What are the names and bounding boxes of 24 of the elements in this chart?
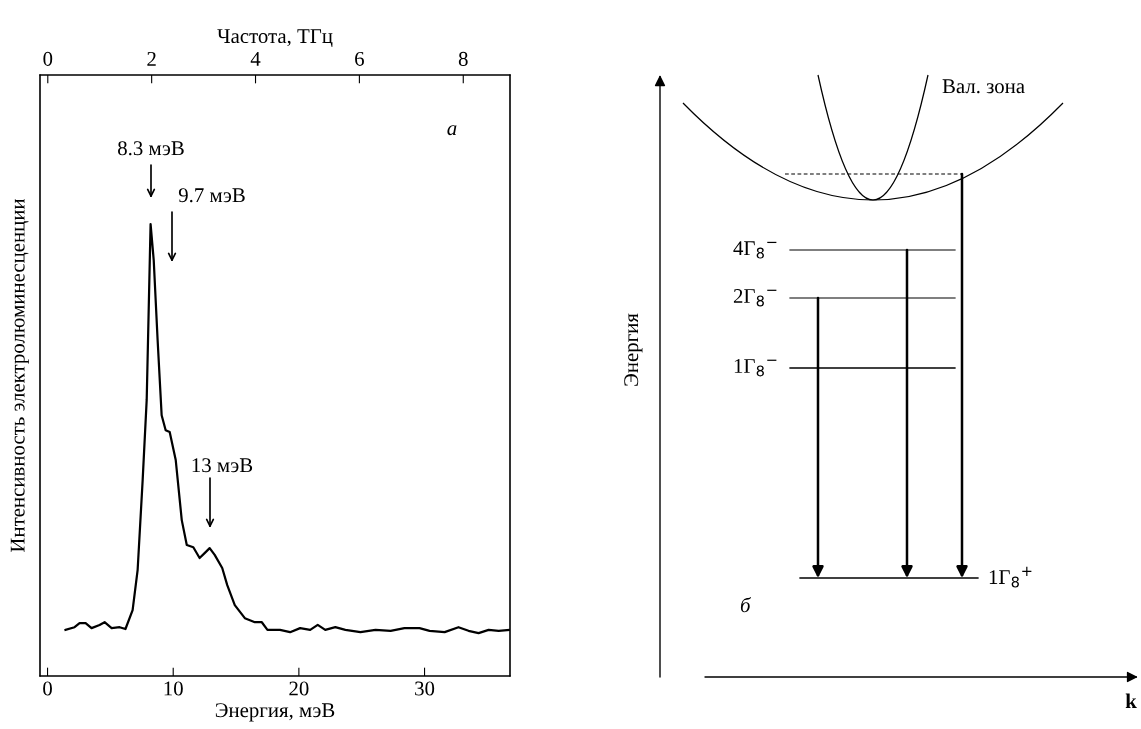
text: 4Γ$_{8}$$^{−}$ (733, 241, 777, 259)
annotation: 13 мэВ (192, 458, 253, 473)
text: k (1125, 693, 1137, 709)
x-tick-label: 0 (43, 681, 52, 696)
x-axis-title: Энергия, мэВ (215, 703, 335, 722)
x2-axis-title: Частота, ТГц (217, 29, 333, 47)
text: б (740, 597, 752, 613)
text: 1Γ$_{8}$$^{−}$ (734, 359, 777, 377)
text: 8.3 мэВ (118, 141, 184, 156)
x2-tick-label: 0 (43, 51, 53, 66)
text: 2Γ$_{8}$$^{−}$ (733, 289, 777, 307)
x2-tick-label: 2 (147, 51, 156, 66)
text: 1Γ$_{8}$$^{+}$ (989, 566, 1032, 588)
text: а (447, 125, 457, 136)
x-tick-label: 20 (289, 681, 309, 696)
x-tick-label: 10 (164, 681, 183, 696)
x2-tick-label: 8 (458, 51, 468, 66)
x-tick-label: 30 (415, 681, 435, 696)
text: Вал. зона (942, 79, 1025, 94)
x2-tick-label: 4 (250, 51, 261, 66)
text: Энергия (624, 313, 643, 386)
text: 9.7 мэВ (178, 188, 245, 203)
y-axis-title: Интенсивность электролюминесценции (10, 198, 29, 553)
x2-tick-label: 6 (355, 51, 364, 66)
